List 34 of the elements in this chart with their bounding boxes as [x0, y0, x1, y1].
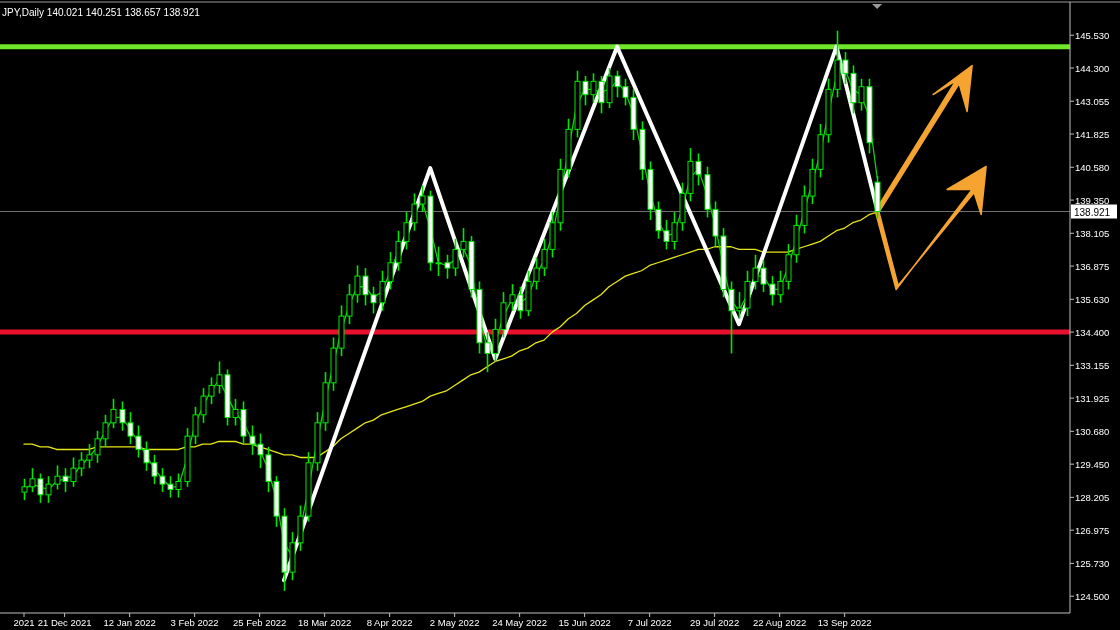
x-tick-label: 7 Jul 2022 [627, 617, 672, 628]
y-tick-label: 130.680 [1075, 425, 1110, 437]
x-tick-label: 13 Sep 2022 [817, 617, 872, 628]
x-tick-label: 24 May 2022 [492, 617, 548, 628]
y-tick-label: 128.205 [1075, 491, 1110, 503]
x-tick-label: 21 Dec 2021 [37, 617, 92, 628]
x-tick-label: 3 Feb 2022 [170, 617, 219, 628]
y-tick-label: 139.350 [1075, 194, 1110, 206]
x-tick-label: 25 Feb 2022 [232, 617, 287, 628]
x-tick-label: 18 Mar 2022 [297, 617, 352, 628]
y-tick-label: 133.155 [1075, 359, 1110, 371]
x-tick-label: 12 Jan 2022 [103, 617, 156, 628]
y-tick-label: 126.975 [1075, 524, 1110, 536]
y-tick-label: 131.925 [1075, 392, 1110, 404]
chart-title: JPY,Daily 140.021 140.251 138.657 138.921 [2, 7, 201, 18]
x-tick-label: 15 Jun 2022 [558, 617, 611, 628]
x-tick-label: 8 Apr 2022 [366, 617, 413, 628]
y-tick-label: 129.450 [1075, 458, 1110, 470]
y-tick-label: 135.630 [1075, 293, 1110, 305]
ref-line-label: 138.921 [1074, 206, 1111, 218]
y-tick-label: 145.530 [1075, 29, 1110, 41]
x-tick-label: 2 May 2022 [429, 617, 480, 628]
x-tick-label: 2021 [13, 617, 35, 628]
y-tick-label: 136.875 [1075, 260, 1110, 272]
y-tick-label: 138.105 [1075, 227, 1110, 239]
y-tick-label: 144.300 [1075, 62, 1110, 74]
y-tick-label: 125.730 [1075, 557, 1110, 569]
y-tick-label: 124.500 [1075, 590, 1110, 602]
x-tick-label: 29 Jul 2022 [690, 617, 740, 628]
y-tick-label: 141.825 [1075, 128, 1110, 140]
y-tick-label: 134.400 [1075, 326, 1110, 338]
y-tick-label: 143.055 [1075, 95, 1110, 107]
y-tick-label: 140.580 [1075, 161, 1110, 173]
x-tick-label: 22 Aug 2022 [752, 617, 807, 628]
